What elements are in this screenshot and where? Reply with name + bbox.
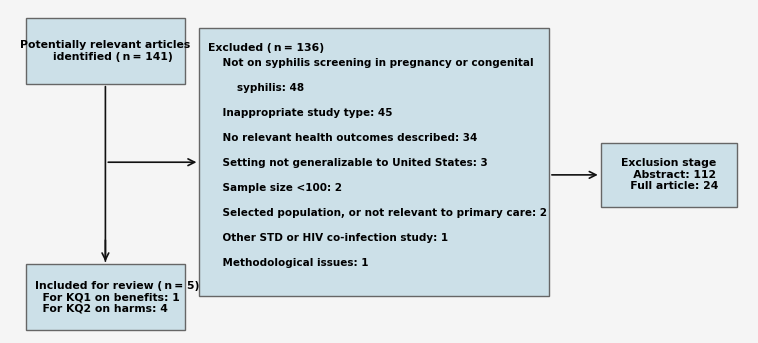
Text: Methodological issues: 1: Methodological issues: 1 (208, 258, 368, 268)
Text: Potentially relevant articles
    identified ( n = 141): Potentially relevant articles identified… (20, 40, 190, 62)
Text: Exclusion stage
   Abstract: 112
   Full article: 24: Exclusion stage Abstract: 112 Full artic… (619, 158, 719, 191)
Text: Included for review ( n = 5)
  For KQ1 on benefits: 1
  For KQ2 on harms: 4: Included for review ( n = 5) For KQ1 on … (35, 281, 199, 314)
Text: Excluded ( n = 136): Excluded ( n = 136) (208, 43, 324, 53)
FancyBboxPatch shape (27, 264, 184, 330)
Text: Not on syphilis screening in pregnancy or congenital: Not on syphilis screening in pregnancy o… (208, 58, 534, 69)
Text: Other STD or HIV co-infection study: 1: Other STD or HIV co-infection study: 1 (208, 233, 448, 243)
Text: No relevant health outcomes described: 34: No relevant health outcomes described: 3… (208, 133, 478, 143)
Text: syphilis: 48: syphilis: 48 (208, 83, 304, 93)
FancyBboxPatch shape (27, 18, 184, 84)
Text: Setting not generalizable to United States: 3: Setting not generalizable to United Stat… (208, 158, 488, 168)
Text: Inappropriate study type: 45: Inappropriate study type: 45 (208, 108, 393, 118)
FancyBboxPatch shape (199, 28, 549, 296)
Text: Sample size <100: 2: Sample size <100: 2 (208, 183, 342, 193)
Text: Selected population, or not relevant to primary care: 2: Selected population, or not relevant to … (208, 208, 547, 218)
FancyBboxPatch shape (600, 143, 737, 207)
